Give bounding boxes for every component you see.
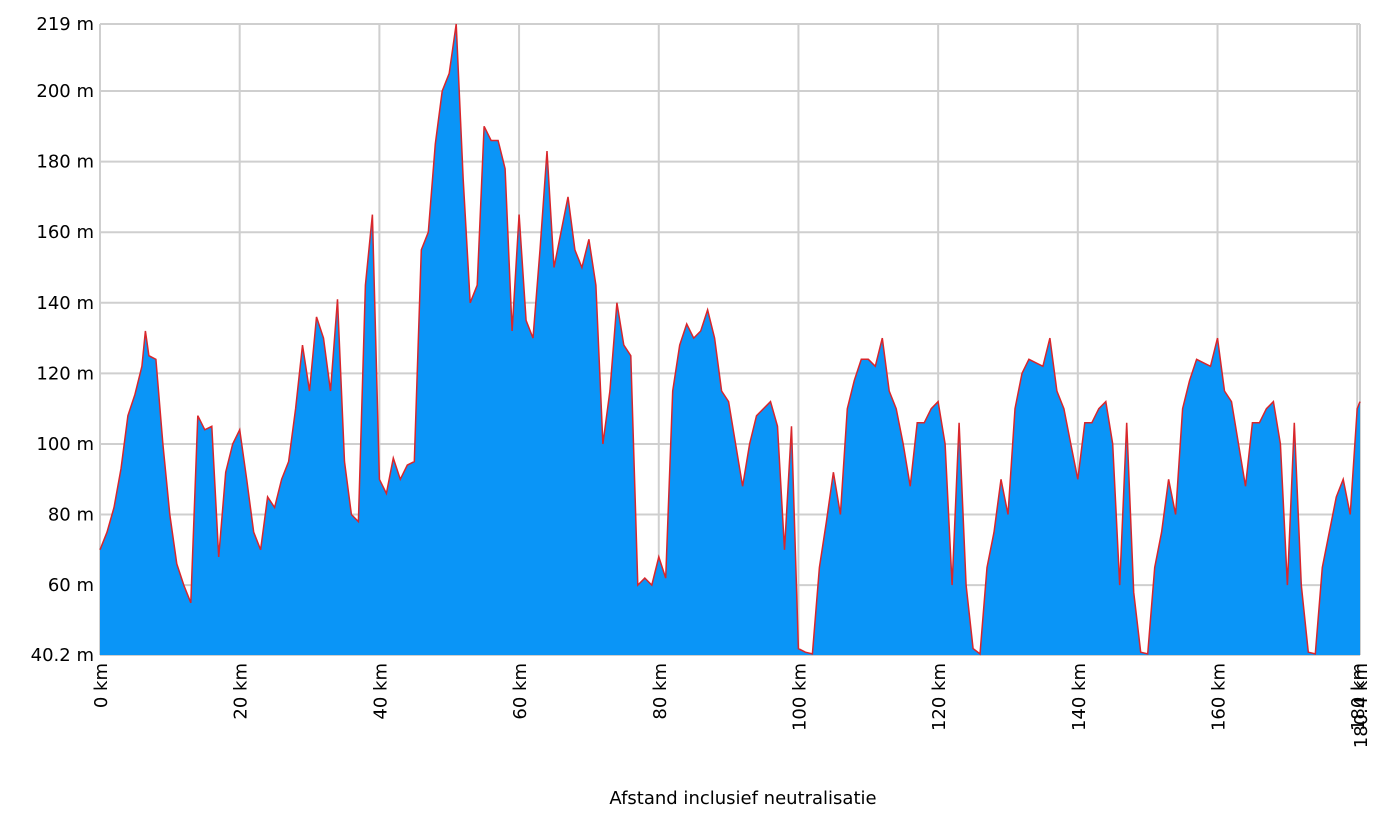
x-tick-label: 180.4 km (1351, 663, 1372, 748)
x-tick-label: 120 km (929, 663, 950, 731)
x-tick-label: 20 km (231, 663, 252, 720)
x-tick-label: 60 km (510, 663, 531, 720)
x-tick-label: 100 km (789, 663, 810, 731)
y-tick-label: 120 m (36, 363, 94, 384)
y-tick-label: 160 m (36, 222, 94, 243)
x-tick-label: 160 km (1209, 663, 1230, 731)
y-tick-label: 60 m (48, 575, 94, 596)
x-tick-label: 0 km (91, 663, 112, 708)
y-tick-label: 80 m (48, 505, 94, 526)
y-tick-label: 100 m (36, 434, 94, 455)
x-tick-label: 40 km (370, 663, 391, 720)
y-tick-label: 180 m (36, 152, 94, 173)
x-axis-label: Afstand inclusief neutralisatie (609, 788, 876, 809)
x-tick-label: 180 km (1348, 663, 1369, 731)
area-edge (99, 23, 1361, 656)
y-tick-label: 140 m (36, 293, 94, 314)
y-tick-label: 40.2 m (31, 645, 94, 666)
x-tick-label: 80 km (650, 663, 671, 720)
x-tick-label: 140 km (1069, 663, 1090, 731)
area (100, 24, 1360, 655)
y-tick-label: 200 m (36, 81, 94, 102)
y-tick-label: 219 m (36, 14, 94, 35)
